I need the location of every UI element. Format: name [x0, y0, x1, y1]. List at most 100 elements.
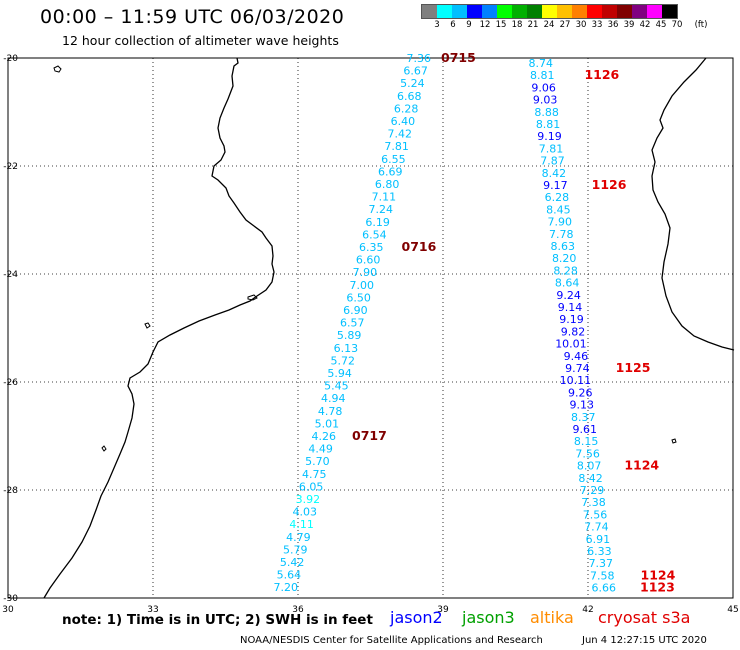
credit-line: NOAA/NESDIS Center for Satellite Applica…	[240, 635, 543, 646]
wave-height-value: 8.81	[536, 118, 561, 131]
legend-swatch	[527, 5, 542, 18]
legend-swatch	[467, 5, 482, 18]
map-grid	[7, 57, 734, 599]
wave-height-value: 7.56	[583, 508, 608, 521]
latitude-label: -30	[3, 594, 18, 604]
wave-height-value: 7.74	[584, 521, 609, 534]
legend-tick-label: 27	[559, 20, 571, 30]
wave-height-value: 8.37	[571, 411, 596, 424]
satellite-label-cryosat: cryosat s3a	[598, 608, 691, 627]
map-frame	[7, 57, 734, 599]
wave-height-value: 6.67	[403, 65, 428, 78]
legend-unit: (ft)	[694, 20, 708, 30]
wave-height-value: 6.80	[375, 178, 400, 191]
wave-height-value: 10.01	[555, 338, 587, 351]
wave-height-value: 6.68	[397, 90, 422, 103]
legend-tick-label: 12	[479, 20, 491, 30]
wave-height-value: 9.46	[564, 350, 589, 363]
wave-height-value: 6.60	[356, 254, 381, 267]
wave-height-value: 6.05	[299, 480, 324, 493]
legend-tick-label: 18	[511, 20, 523, 30]
latitude-label: -26	[3, 378, 18, 388]
wave-height-value: 9.19	[559, 313, 584, 326]
island	[101, 445, 107, 452]
longitude-label: 45	[727, 605, 738, 615]
wave-height-value: 8.28	[553, 264, 578, 277]
wave-height-value: 9.19	[537, 130, 562, 143]
wave-height-value: 5.94	[327, 367, 352, 380]
legend-swatch	[587, 5, 602, 18]
legend-tick-label: 21	[527, 20, 539, 30]
legend-tick-label: 30	[575, 20, 587, 30]
legend-swatch	[662, 5, 677, 18]
wave-height-value: 4.11	[289, 518, 314, 531]
wave-height-value: 5.42	[280, 556, 305, 569]
wave-height-value: 6.35	[359, 241, 384, 254]
legend-tick-label: 36	[607, 20, 619, 30]
longitude-label: 39	[437, 605, 449, 615]
wave-height-value: 8.20	[552, 252, 577, 265]
legend-tick-label: 33	[591, 20, 603, 30]
latitude-label: -24	[3, 270, 18, 280]
wave-height-value: 5.79	[283, 543, 308, 556]
wave-height-value: 8.45	[546, 203, 571, 216]
island	[671, 438, 677, 444]
wave-height-value: 4.75	[302, 468, 327, 481]
footnote: note: 1) Time is in UTC; 2) SWH is in fe…	[62, 612, 373, 628]
latitude-label: -28	[3, 486, 18, 496]
pass-time-label: 1124	[641, 567, 676, 582]
pass-time-label: 1125	[616, 360, 651, 375]
wave-height-value: 9.03	[533, 94, 558, 107]
legend-tick-label: 39	[623, 20, 635, 30]
wave-height-value: 8.88	[534, 106, 559, 119]
legend-tick-label: 3	[434, 20, 440, 30]
wave-height-value: 8.74	[529, 57, 554, 70]
wave-height-value: 7.81	[384, 140, 409, 153]
wave-height-value: 7.90	[353, 266, 378, 279]
legend-swatch	[437, 5, 452, 18]
wave-height-value: 3.92	[296, 493, 321, 506]
legend-swatch	[572, 5, 587, 18]
wave-height-value: 7.78	[549, 228, 574, 241]
pass-time-label: 1123	[640, 580, 675, 595]
legend-swatch	[632, 5, 647, 18]
color-scale-ticks: 3 6 9 12 15 18 21 24 27 30 33 36 39 42 45 70 (ft)	[421, 19, 707, 33]
wave-height-value: 8.07	[577, 460, 602, 473]
latitude-label: -22	[3, 162, 18, 172]
wave-height-value: 7.24	[369, 203, 394, 216]
wave-height-value: 6.19	[365, 216, 390, 229]
wave-height-value: 8.42	[578, 472, 603, 485]
axis-labels: 30 33 36 39 42 45 -20 -22 -24 -26 -28 -30	[2, 54, 738, 615]
wave-height-value: 7.00	[350, 279, 375, 292]
wave-height-value: 6.69	[378, 165, 403, 178]
wave-height-value: 6.66	[592, 582, 617, 595]
wave-height-value: 8.64	[555, 277, 580, 290]
pass-time-label: 0715	[441, 50, 476, 65]
coastline-madagascar	[651, 57, 735, 351]
legend-swatch	[482, 5, 497, 18]
legend-tick-label: 70	[671, 20, 683, 30]
island	[144, 322, 151, 329]
wave-height-value: 6.54	[362, 228, 387, 241]
wave-height-value: 6.57	[340, 317, 365, 330]
wave-height-value: 5.89	[337, 329, 362, 342]
pass-time-label: 1126	[584, 67, 619, 82]
coastline-mozambique	[43, 57, 275, 599]
pass-time-label: 1124	[624, 458, 659, 473]
wave-height-value: 5.24	[400, 77, 425, 90]
longitude-label: 36	[292, 605, 304, 615]
legend-swatch	[542, 5, 557, 18]
satellite-label-altika: altika	[530, 608, 574, 627]
coastline	[43, 57, 735, 599]
wave-height-value: 7.87	[540, 155, 565, 168]
wave-height-value: 7.58	[590, 569, 615, 582]
wave-height-value: 7.81	[539, 142, 564, 155]
altimeter-tracks: 7.366.675.246.686.286.407.427.816.556.69…	[274, 50, 676, 595]
wave-height-value: 5.72	[331, 354, 356, 367]
wave-height-value: 6.28	[545, 191, 570, 204]
wave-height-value: 9.26	[568, 386, 593, 399]
wave-height-value: 9.06	[531, 81, 556, 94]
wave-height-value: 6.55	[381, 153, 406, 166]
wave-height-value: 6.50	[346, 291, 371, 304]
